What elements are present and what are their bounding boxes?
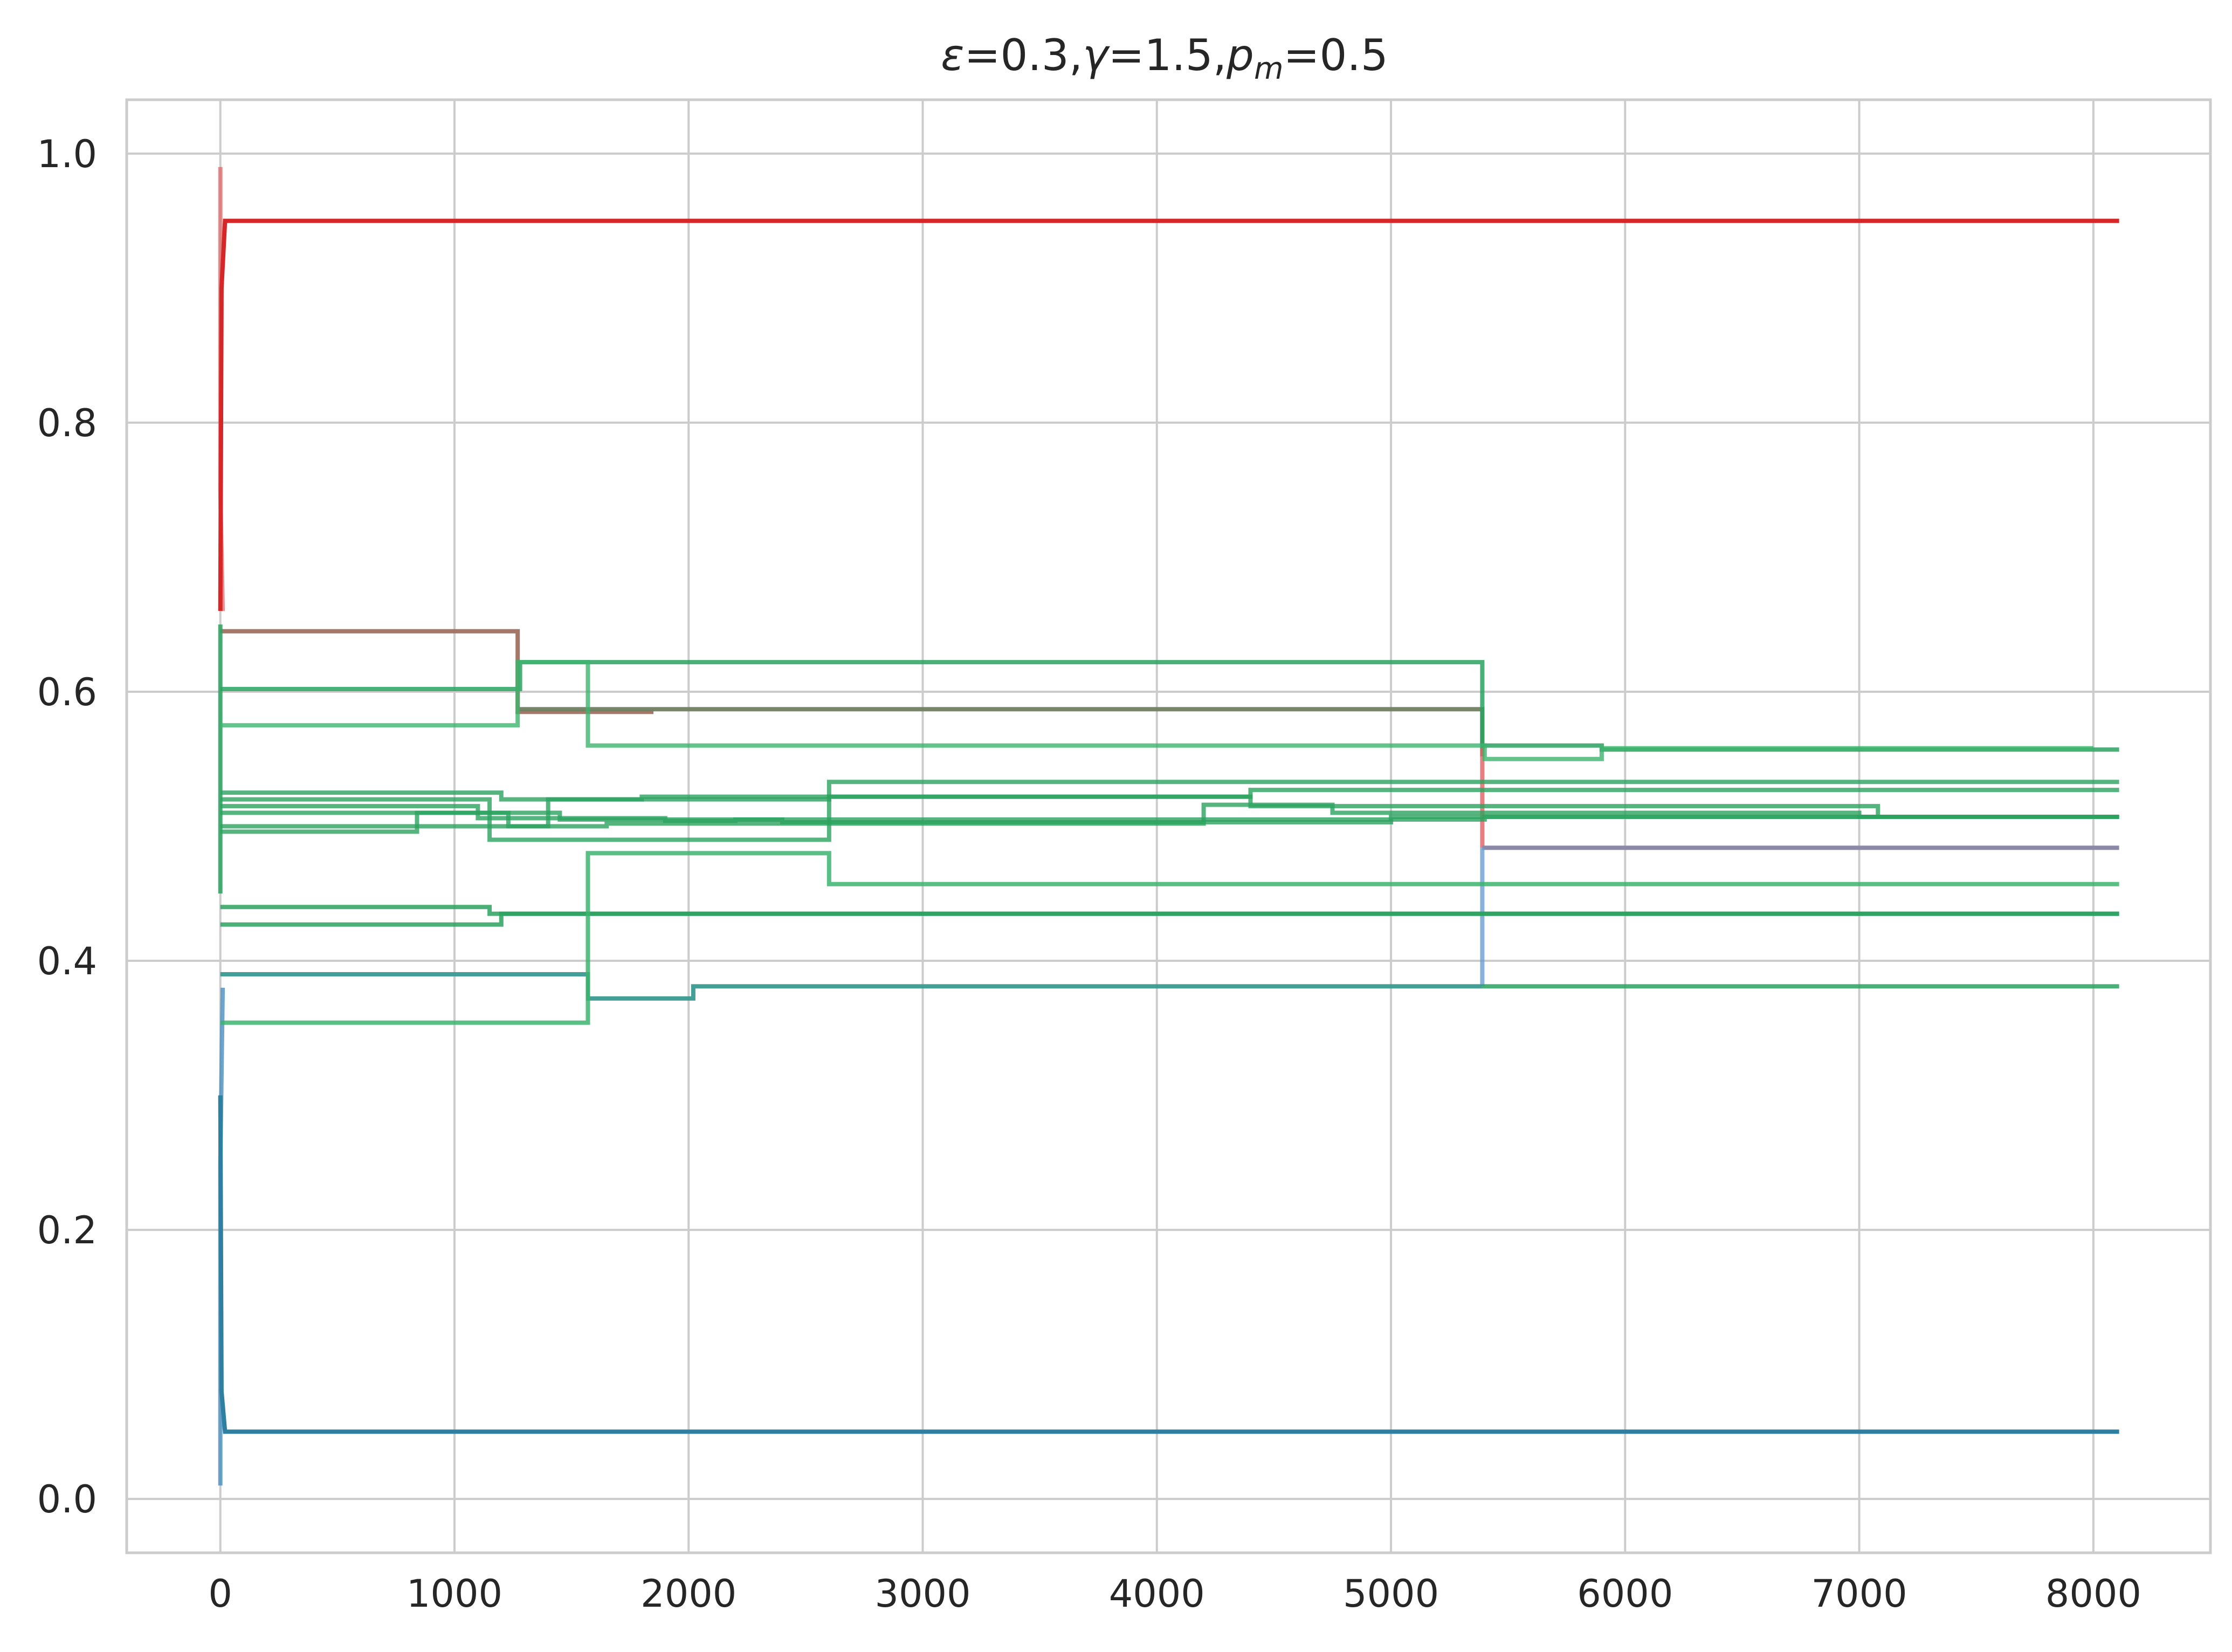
grid <box>127 100 2210 1553</box>
x-tick-label: 0 <box>208 1572 232 1616</box>
x-tick-label: 4000 <box>1109 1572 1205 1616</box>
x-tick-label: 1000 <box>407 1572 502 1616</box>
x-axis-ticks: 0 1000 2000 3000 4000 5000 6000 7000 8000 <box>208 1572 2141 1616</box>
y-tick-label: 0.0 <box>37 1477 97 1522</box>
x-tick-label: 6000 <box>1577 1572 1673 1616</box>
title-epsilon: ε <box>941 30 964 80</box>
y-tick-label: 0.6 <box>37 670 97 714</box>
title-p-subscript: m <box>1254 51 1284 86</box>
series-line-13 <box>220 660 2093 761</box>
series-layer <box>218 167 2119 1486</box>
x-tick-label: 8000 <box>2045 1572 2141 1616</box>
series-line-2 <box>218 218 2119 611</box>
series-line-10 <box>220 972 1483 1001</box>
x-tick-label: 7000 <box>1811 1572 1907 1616</box>
y-tick-label: 0.4 <box>37 939 97 983</box>
series-line-9 <box>218 1095 2119 1434</box>
chart-title: ε=0.3,γ=1.5,pm=0.5 <box>941 30 1388 86</box>
title-epsilon-value: =0.3, <box>964 30 1083 80</box>
series-line-15 <box>220 780 2119 842</box>
y-tick-label: 0.2 <box>37 1208 97 1252</box>
series-line-17 <box>220 810 2119 834</box>
y-tick-label: 0.8 <box>37 401 97 445</box>
plot-frame <box>125 98 2212 1554</box>
title-gamma: γ <box>1083 30 1110 80</box>
x-tick-label: 3000 <box>874 1572 970 1616</box>
x-tick-label: 5000 <box>1343 1572 1439 1616</box>
title-p-value: =0.5 <box>1284 30 1388 80</box>
series-line-18 <box>220 802 2119 829</box>
y-tick-label: 1.0 <box>37 132 97 176</box>
y-axis-ticks: 0.0 0.2 0.4 0.6 0.8 1.0 <box>37 132 97 1522</box>
title-gamma-value: =1.5, <box>1108 30 1227 80</box>
series-line-22 <box>220 851 2119 1025</box>
x-tick-label: 2000 <box>640 1572 736 1616</box>
series-line-21 <box>220 911 2119 927</box>
series-line-19 <box>220 794 2119 829</box>
title-p: p <box>1226 30 1254 80</box>
